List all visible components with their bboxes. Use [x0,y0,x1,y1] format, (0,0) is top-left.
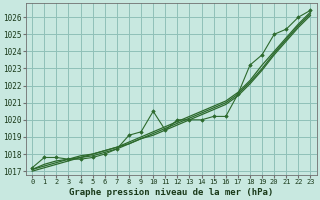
X-axis label: Graphe pression niveau de la mer (hPa): Graphe pression niveau de la mer (hPa) [69,188,274,197]
